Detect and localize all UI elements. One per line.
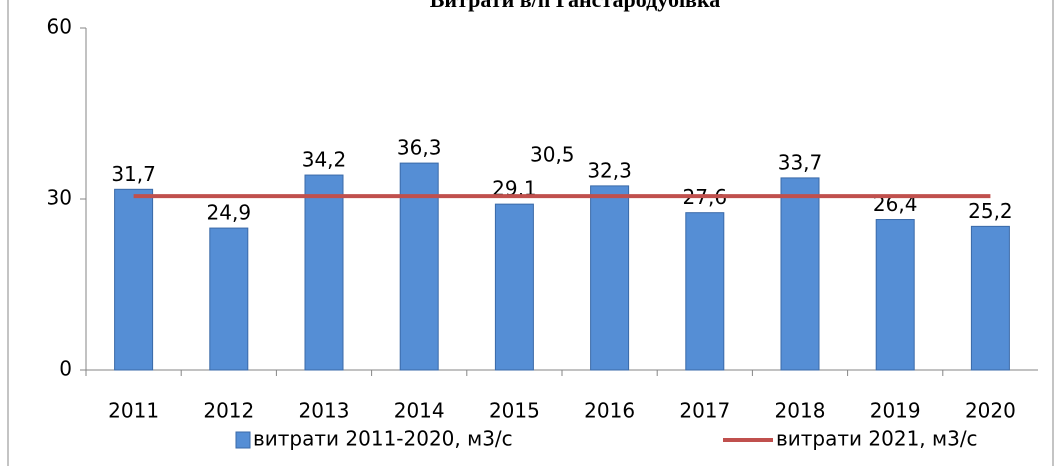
x-tick-label: 2012 — [203, 399, 254, 423]
legend-label: витрати 2021, м3/с — [776, 427, 978, 451]
bar — [114, 188, 154, 371]
data-label: 34,2 — [302, 148, 347, 172]
x-tick-label: 2011 — [108, 399, 159, 423]
bar — [209, 227, 249, 371]
x-tick-label: 2013 — [299, 399, 350, 423]
x-tick-label: 2016 — [584, 399, 635, 423]
legend-swatch — [235, 431, 251, 449]
x-tick-label: 2015 — [489, 399, 540, 423]
data-label: 24,9 — [207, 201, 252, 225]
x-tick-label: 2018 — [775, 399, 826, 423]
bar — [780, 177, 820, 371]
data-label: 36,3 — [397, 136, 442, 160]
y-tick-label: 30 — [47, 186, 72, 210]
data-label: 25,2 — [968, 199, 1013, 223]
x-tick-label: 2017 — [679, 399, 730, 423]
legend-label: витрати 2011-2020, м3/с — [253, 427, 513, 451]
bar — [685, 212, 725, 371]
bar — [399, 162, 439, 371]
data-label: 31,7 — [111, 162, 156, 186]
annotation: 30,5 — [530, 143, 575, 167]
bar — [494, 203, 534, 371]
chart-title: Витрати в/п Ганстародубівка — [430, 0, 721, 12]
bar — [970, 225, 1010, 371]
x-tick-label: 2019 — [870, 399, 921, 423]
y-tick-label: 0 — [59, 357, 72, 381]
y-tick-label: 60 — [47, 15, 72, 39]
data-label: 32,3 — [587, 158, 632, 182]
x-tick-label: 2014 — [394, 399, 445, 423]
bar — [590, 185, 630, 371]
bar — [304, 174, 344, 371]
bar — [875, 219, 915, 371]
x-tick-label: 2020 — [965, 399, 1016, 423]
data-label: 33,7 — [778, 150, 823, 174]
